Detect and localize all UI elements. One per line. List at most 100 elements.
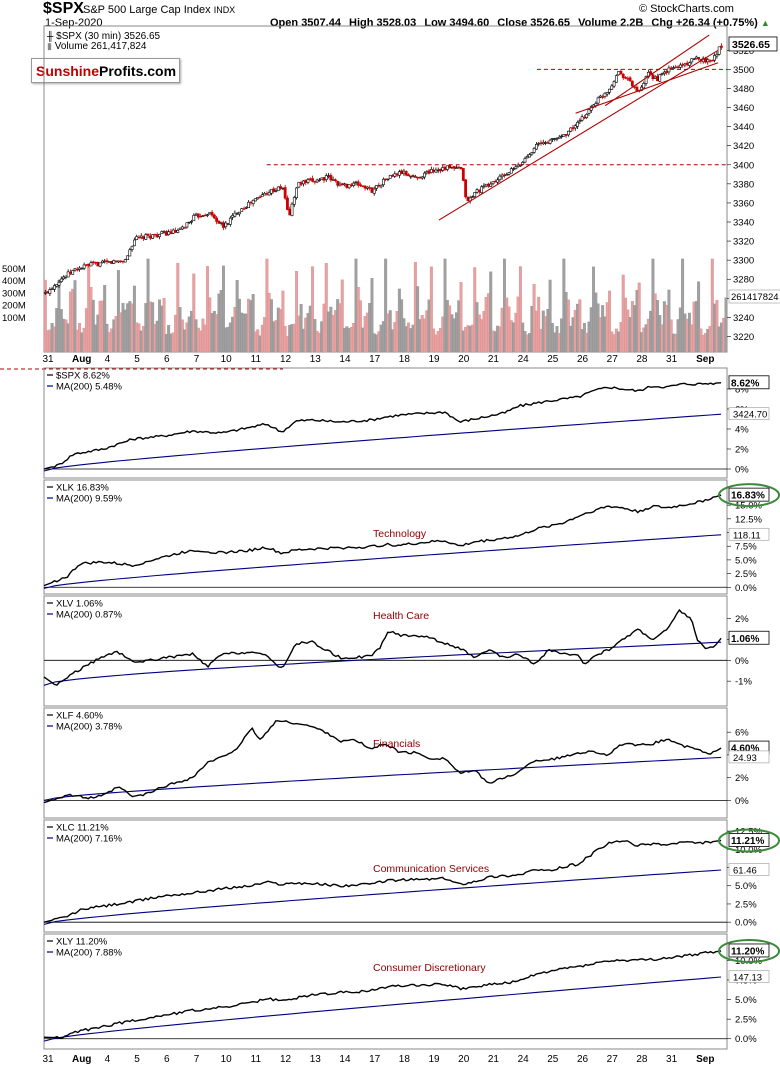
x-axis-label: 21 [488, 1054, 500, 1065]
candle-body [299, 182, 303, 185]
trend-line [575, 62, 719, 114]
volume-bar [340, 279, 344, 353]
x-axis-label: 13 [310, 354, 322, 365]
candle-body [158, 234, 161, 237]
candle-body [260, 194, 264, 197]
candle-body [523, 158, 527, 163]
candle-body [121, 260, 125, 263]
y-tick-label: -1% [735, 677, 752, 688]
candle-body [560, 135, 563, 138]
panel-frame [43, 479, 728, 595]
candle-body [614, 75, 618, 83]
candle-body [334, 179, 337, 182]
candle-body [491, 181, 495, 185]
value-box-label: 4.60% [731, 744, 759, 755]
candle-body [448, 164, 452, 169]
candle-body [48, 289, 52, 294]
x-axis-label: 17 [369, 354, 381, 365]
candle-body [544, 142, 547, 144]
x-axis-label: 19 [428, 354, 440, 365]
performance-line [43, 950, 722, 1039]
value-box [728, 487, 770, 502]
candle-body [697, 57, 701, 60]
volume-bar [281, 290, 285, 353]
candle-body [238, 211, 241, 215]
candle-body [164, 231, 168, 236]
ma-value-label: 3424.70 [733, 410, 767, 421]
candle-body [249, 201, 253, 204]
candle-body [66, 271, 70, 278]
candle-body [98, 262, 102, 267]
x-axis-label: 5 [134, 354, 140, 365]
candle-body [489, 183, 493, 187]
candle-body [619, 70, 623, 75]
candle-body [139, 235, 143, 238]
price-tick-label: 3240 [733, 313, 754, 324]
legend-volume: ▮ Volume 261,417,824 [47, 41, 146, 52]
last-price-box [728, 36, 778, 52]
x-axis-label: 5 [134, 1054, 140, 1065]
candle-body [55, 284, 59, 287]
panel-frame [43, 933, 728, 1050]
x-axis-label: 17 [369, 1054, 381, 1065]
value-box-label: 8.62% [731, 378, 759, 389]
candle-body [509, 168, 513, 174]
y-tick-label: 5.0% [735, 555, 757, 566]
candle-body [274, 190, 278, 192]
candle-body [105, 260, 109, 262]
exchange-text: INDX [213, 5, 236, 15]
candle-body [343, 183, 346, 186]
price-tick-label: 3360 [733, 198, 754, 209]
candle-body [498, 175, 502, 181]
candle-body [313, 181, 317, 183]
sector-annotation: Financials [373, 738, 420, 750]
x-axis-label: 26 [577, 1054, 589, 1065]
volume-bar [715, 300, 719, 353]
volume-bar [459, 282, 463, 353]
candle-body [244, 207, 248, 209]
candle-body [114, 260, 118, 262]
candle-body [505, 174, 509, 176]
candle-body [425, 171, 429, 174]
x-axis-label: Sep [696, 354, 714, 365]
candle-body [653, 76, 657, 79]
x-axis-label: Aug [72, 354, 91, 365]
candle-body [674, 66, 678, 69]
value-box [728, 943, 770, 958]
candle-body [82, 264, 86, 269]
price-tick-label: 3500 [733, 65, 754, 76]
candle-body [89, 262, 93, 267]
candle-body [409, 175, 413, 178]
x-axis-label: 14 [339, 1054, 351, 1065]
y-tick-label: 12.5% [735, 514, 762, 525]
value-box-label: 16.83% [731, 491, 765, 502]
candle-body [62, 276, 65, 280]
candle-body [436, 169, 440, 172]
candle-body [155, 234, 159, 238]
x-axis-label: 4 [105, 354, 111, 365]
y-tick-label: 2% [735, 445, 749, 456]
candle-body [178, 227, 182, 230]
volume-bar [537, 296, 541, 353]
value-box [728, 375, 770, 390]
x-axis-label: 21 [488, 354, 500, 365]
candle-body [621, 73, 625, 79]
x-axis-label: 11 [251, 1054, 262, 1065]
candle-body [571, 127, 575, 130]
candle-body [487, 183, 490, 187]
candle-body [596, 97, 600, 104]
value-box [728, 630, 770, 645]
candle-body [720, 45, 723, 48]
candle-body [370, 187, 374, 193]
sunshine-profits-logo: SunshineProfits.com [31, 58, 180, 83]
candle-body [628, 77, 632, 82]
candle-body [176, 230, 180, 233]
ma-value-box [728, 863, 770, 876]
candle-body [286, 197, 289, 210]
candle-body [384, 178, 388, 180]
volume-bar [489, 271, 493, 353]
y-tick-label: 0% [735, 796, 749, 807]
candle-body [59, 278, 63, 282]
candle-body [612, 81, 616, 87]
candle-body [235, 213, 239, 215]
